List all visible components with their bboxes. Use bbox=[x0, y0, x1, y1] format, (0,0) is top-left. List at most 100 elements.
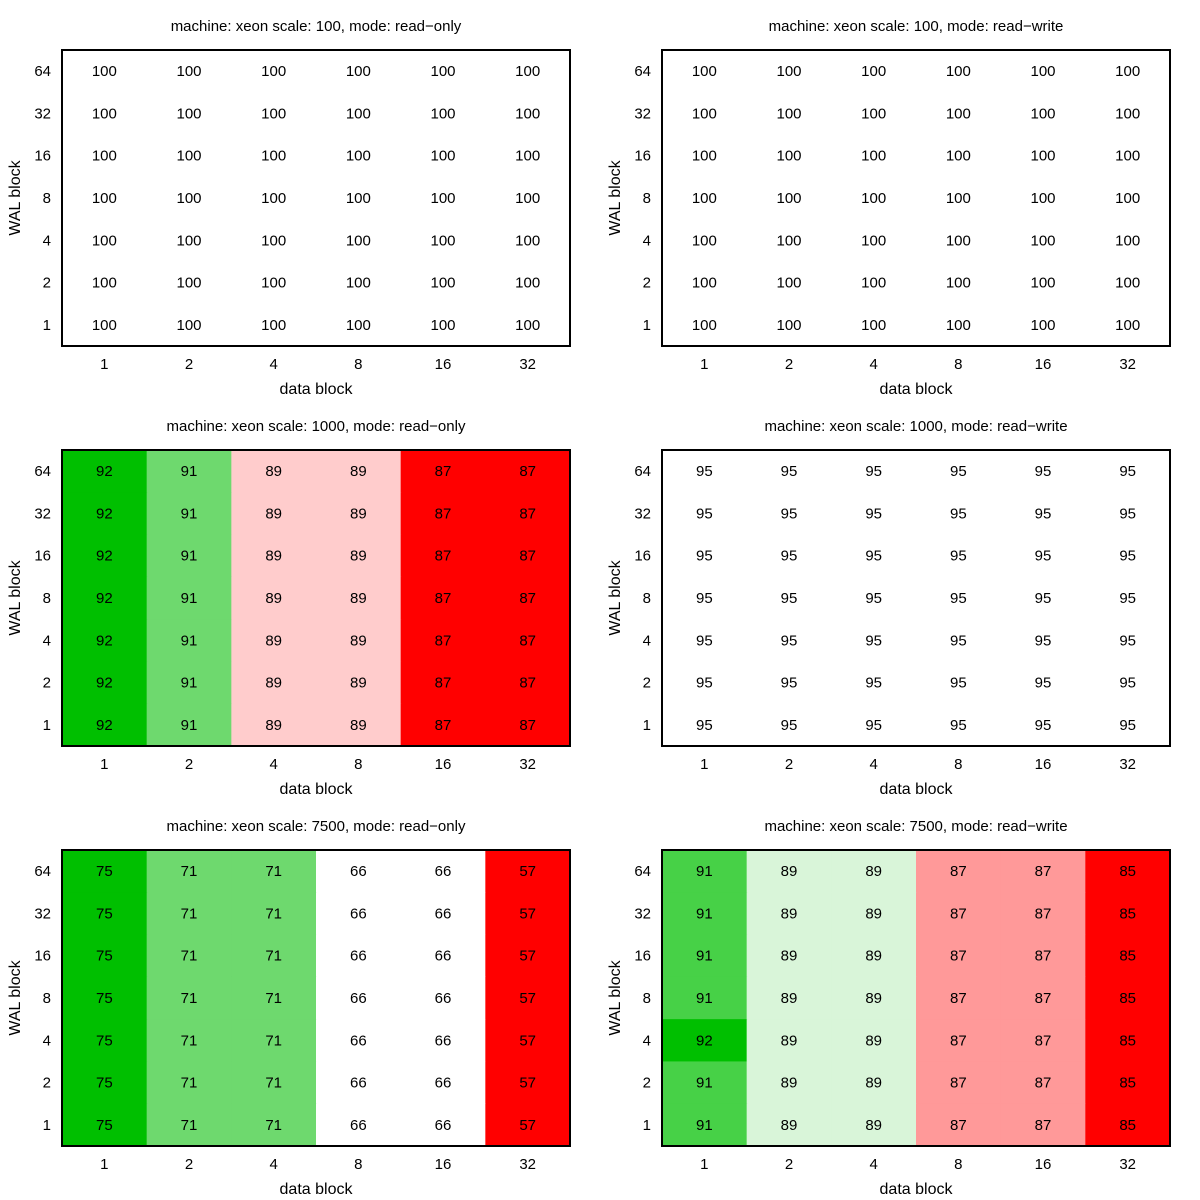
heatmap-cell bbox=[1000, 934, 1086, 978]
x-tick-label: 8 bbox=[954, 356, 962, 373]
cell-value-label: 100 bbox=[92, 148, 117, 165]
heatmap-cell bbox=[831, 934, 917, 978]
cell-value-label: 100 bbox=[861, 232, 886, 249]
cell-value-label: 66 bbox=[435, 1075, 452, 1092]
heatmap-cell bbox=[831, 450, 917, 493]
cell-value-label: 89 bbox=[350, 590, 367, 607]
cell-value-label: 85 bbox=[1119, 905, 1136, 922]
cell-value-label: 75 bbox=[96, 1075, 113, 1092]
cell-value-label: 89 bbox=[350, 548, 367, 565]
x-tick-label: 32 bbox=[1119, 1156, 1136, 1173]
heatmap-cell bbox=[746, 976, 832, 1020]
cell-value-label: 87 bbox=[435, 632, 452, 649]
plot-frame bbox=[661, 849, 1171, 1147]
y-tick-label: 4 bbox=[43, 1032, 51, 1049]
x-tick-label: 32 bbox=[519, 356, 536, 373]
x-tick-label: 16 bbox=[1035, 1156, 1052, 1173]
heatmap-cell bbox=[485, 50, 571, 93]
cell-value-label: 66 bbox=[350, 905, 367, 922]
y-tick-label: 64 bbox=[634, 863, 651, 880]
cell-value-label: 85 bbox=[1119, 990, 1136, 1007]
chart-title: machine: xeon scale: 100, mode: read−wri… bbox=[769, 18, 1064, 35]
cell-value-label: 100 bbox=[430, 105, 455, 122]
heatmap-panel: machine: xeon scale: 7500, mode: read−wr… bbox=[607, 818, 1171, 1198]
y-tick-label: 1 bbox=[43, 717, 51, 734]
cell-value-label: 100 bbox=[176, 105, 201, 122]
cell-value-label: 75 bbox=[96, 863, 113, 880]
heatmap-cell bbox=[316, 92, 402, 136]
cell-value-label: 95 bbox=[1119, 505, 1136, 522]
x-tick-label: 32 bbox=[519, 1156, 536, 1173]
y-tick-label: 32 bbox=[634, 505, 651, 522]
y-tick-label: 16 bbox=[634, 148, 651, 165]
heatmap-panel: machine: xeon scale: 1000, mode: read−on… bbox=[7, 418, 571, 798]
plot-frame bbox=[61, 449, 571, 747]
heatmap-cell bbox=[62, 1061, 148, 1105]
cell-value-label: 66 bbox=[350, 948, 367, 965]
cell-value-label: 100 bbox=[261, 190, 286, 207]
cell-value-label: 87 bbox=[1035, 905, 1052, 922]
y-tick-label: 8 bbox=[43, 990, 51, 1007]
heatmap-cell bbox=[916, 219, 1002, 263]
heatmap-cell bbox=[62, 50, 148, 93]
y-tick-label: 64 bbox=[34, 463, 51, 480]
heatmap-cell bbox=[1000, 703, 1086, 747]
x-tick-label: 1 bbox=[100, 756, 108, 773]
heatmap-cell bbox=[1085, 576, 1171, 620]
y-tick-label: 32 bbox=[634, 905, 651, 922]
heatmap-cell bbox=[831, 976, 917, 1020]
heatmap-cell bbox=[231, 534, 317, 578]
cell-value-label: 57 bbox=[519, 1117, 536, 1134]
cell-value-label: 89 bbox=[781, 905, 798, 922]
heatmap-cell bbox=[746, 261, 832, 305]
cell-value-label: 95 bbox=[950, 590, 967, 607]
heatmap-cell bbox=[485, 619, 571, 663]
heatmap-cell bbox=[1000, 261, 1086, 305]
heatmap-cell bbox=[916, 703, 1002, 747]
cell-value-label: 87 bbox=[950, 905, 967, 922]
y-tick-label: 1 bbox=[43, 1117, 51, 1134]
cell-value-label: 66 bbox=[435, 1032, 452, 1049]
cell-value-label: 71 bbox=[181, 1117, 198, 1134]
cell-value-label: 89 bbox=[350, 463, 367, 480]
cell-value-label: 100 bbox=[776, 232, 801, 249]
heatmap-cell bbox=[1000, 1103, 1086, 1147]
cell-value-label: 89 bbox=[265, 717, 282, 734]
cell-value-label: 87 bbox=[435, 463, 452, 480]
heatmap-cell bbox=[485, 534, 571, 578]
heatmap-cell bbox=[662, 303, 748, 347]
heatmap-cell bbox=[1085, 219, 1171, 263]
heatmap-cell bbox=[746, 576, 832, 620]
cell-value-label: 66 bbox=[435, 863, 452, 880]
cell-value-label: 100 bbox=[515, 105, 540, 122]
y-tick-label: 8 bbox=[643, 590, 651, 607]
cell-value-label: 71 bbox=[265, 1117, 282, 1134]
cell-value-label: 89 bbox=[781, 1117, 798, 1134]
x-tick-label: 4 bbox=[869, 1156, 877, 1173]
y-axis-label: WAL block bbox=[607, 959, 624, 1035]
cell-value-label: 57 bbox=[519, 948, 536, 965]
cell-value-label: 89 bbox=[781, 1032, 798, 1049]
heatmap-cell bbox=[831, 261, 917, 305]
heatmap-cell bbox=[316, 703, 402, 747]
cell-value-label: 92 bbox=[696, 1032, 713, 1049]
heatmap-cell bbox=[916, 261, 1002, 305]
heatmap-cell bbox=[746, 450, 832, 493]
y-tick-label: 2 bbox=[43, 275, 51, 292]
cell-value-label: 71 bbox=[181, 1075, 198, 1092]
cell-value-label: 100 bbox=[1030, 317, 1055, 334]
heatmap-cell bbox=[146, 303, 232, 347]
heatmap-cell bbox=[916, 892, 1002, 936]
cell-value-label: 95 bbox=[865, 463, 882, 480]
cell-value-label: 100 bbox=[515, 63, 540, 80]
cell-value-label: 100 bbox=[176, 275, 201, 292]
heatmap-cell bbox=[400, 976, 486, 1020]
x-tick-label: 16 bbox=[1035, 756, 1052, 773]
cell-value-label: 95 bbox=[696, 675, 713, 692]
heatmap-cell bbox=[231, 850, 317, 893]
cell-value-label: 100 bbox=[176, 190, 201, 207]
heatmap-cell bbox=[316, 1019, 402, 1063]
cell-value-label: 89 bbox=[865, 990, 882, 1007]
heatmap-cell bbox=[831, 703, 917, 747]
y-axis-label: WAL block bbox=[7, 559, 24, 635]
